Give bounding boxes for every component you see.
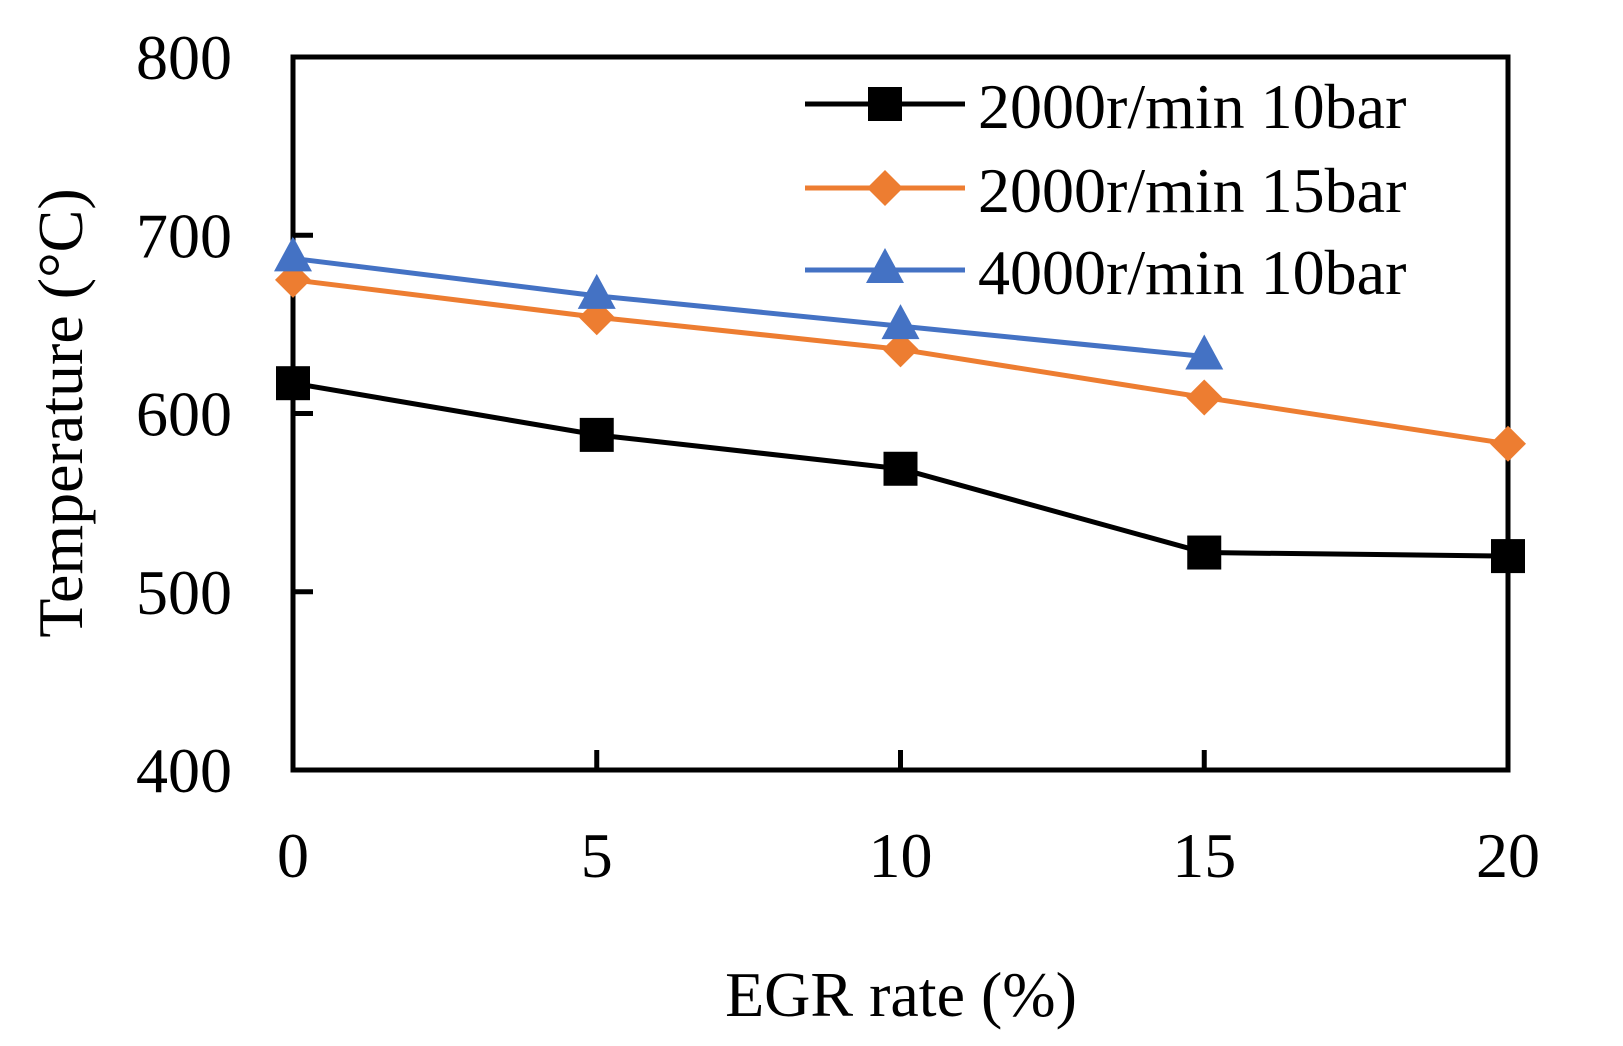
legend-entry-1: 2000r/min 10bar <box>805 71 1406 142</box>
square-marker <box>883 451 918 486</box>
square-marker <box>276 366 310 401</box>
legend-label: 4000r/min 10bar <box>978 237 1406 308</box>
series-line <box>292 255 1205 359</box>
triangle-marker <box>577 273 616 309</box>
triangle-marker <box>881 304 920 340</box>
diamond-marker <box>867 170 903 206</box>
diamond-marker <box>1186 379 1223 416</box>
y-axis-title: Temperature (°C) <box>25 188 96 637</box>
x-tick-label: 20 <box>1476 820 1540 891</box>
square-marker <box>1491 539 1525 574</box>
square-marker <box>579 417 614 452</box>
y-tick-label: 700 <box>136 200 232 271</box>
y-tick-label: 400 <box>136 735 232 806</box>
legend-label: 2000r/min 15bar <box>978 155 1406 226</box>
y-tick-label: 500 <box>136 557 232 628</box>
x-tick-label: 0 <box>277 820 309 891</box>
diamond-marker <box>1490 425 1526 462</box>
y-tick-label: 800 <box>136 22 232 93</box>
x-tick-label: 15 <box>1172 820 1236 891</box>
y-tick-label: 600 <box>136 379 232 450</box>
x-axis-title: EGR rate (%) <box>725 959 1077 1030</box>
series-layer <box>274 236 1526 574</box>
x-tick-label: 10 <box>869 820 933 891</box>
triangle-marker <box>1185 334 1224 370</box>
legend-label: 2000r/min 10bar <box>978 71 1406 142</box>
axes-layer: 400 500 600 700 800 0 5 10 15 20 <box>136 22 1540 891</box>
series-3 <box>274 236 1224 370</box>
square-marker <box>868 87 902 121</box>
square-marker <box>1187 535 1222 570</box>
series-2 <box>275 261 1526 462</box>
legend-entry-2: 2000r/min 15bar <box>805 155 1406 226</box>
triangle-marker <box>866 248 904 283</box>
triangle-marker <box>274 236 312 272</box>
series-1 <box>276 366 1525 574</box>
diamond-marker <box>882 331 919 368</box>
x-tick-label: 5 <box>581 820 613 891</box>
legend-entry-3: 4000r/min 10bar <box>805 237 1406 308</box>
legend: 2000r/min 10bar 2000r/min 15bar 4000r/min … <box>805 71 1406 308</box>
